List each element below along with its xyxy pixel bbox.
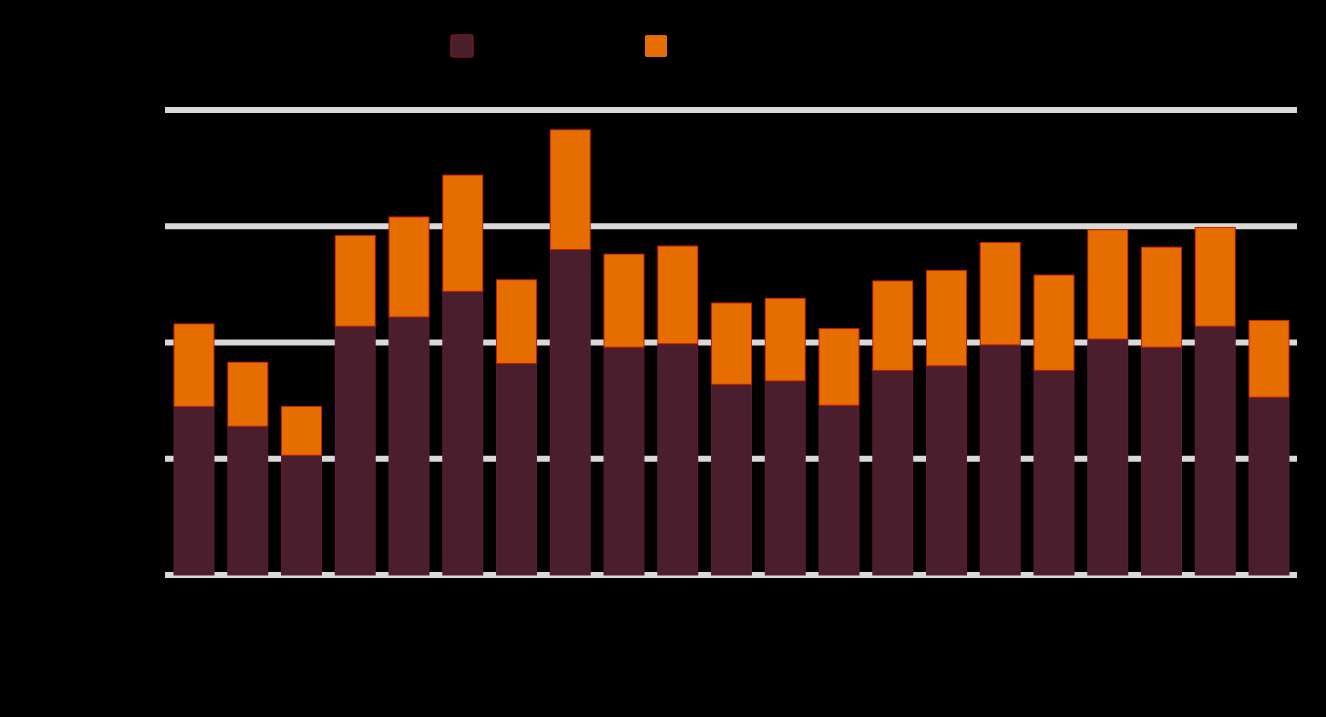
bar-series-1-category-9: [603, 346, 645, 576]
bar-series-1-category-16: [979, 344, 1021, 576]
bar-series-2-category-2: [227, 361, 269, 427]
bar-series-1-category-7: [496, 362, 537, 576]
bars: [173, 129, 1290, 576]
bar-series-1-category-21: [1248, 396, 1290, 576]
bar-series-2-category-8: [549, 129, 591, 250]
bar-series-2-category-19: [1141, 246, 1182, 348]
bar-series-1-category-17: [1033, 369, 1075, 576]
bar-series-2-category-21: [1248, 319, 1290, 398]
bar-series-2-category-3: [281, 405, 322, 456]
bar-series-2-category-7: [496, 279, 537, 364]
bar-series-2-category-4: [334, 235, 376, 327]
bar-series-1-category-6: [442, 290, 484, 576]
bar-series-2-category-14: [872, 280, 914, 371]
bar-series-1-category-11: [711, 383, 752, 576]
bar-series-2-category-17: [1033, 274, 1075, 371]
bar-series-2-category-6: [442, 174, 484, 292]
bar-series-2-category-1: [173, 323, 215, 407]
bar-series-2-category-13: [818, 328, 860, 406]
bar-series-1-category-15: [926, 365, 967, 576]
bar-series-1-category-18: [1087, 338, 1129, 576]
bar-series-2-category-12: [764, 297, 806, 382]
legend-swatch-series-1: [450, 34, 474, 58]
bar-series-1-category-13: [818, 404, 860, 576]
bar-series-1-category-10: [657, 343, 699, 576]
bar-series-1-category-1: [173, 405, 215, 576]
bar-series-1-category-3: [281, 454, 322, 576]
bar-series-2-category-16: [979, 242, 1021, 346]
bar-series-2-category-20: [1194, 226, 1236, 327]
bar-series-1-category-20: [1194, 325, 1236, 576]
bar-series-1-category-12: [764, 380, 806, 576]
bar-series-1-category-14: [872, 369, 914, 576]
bar-series-1-category-5: [388, 316, 430, 576]
bar-series-1-category-19: [1141, 346, 1182, 576]
bar-series-2-category-9: [603, 253, 645, 348]
bar-series-2-category-11: [711, 302, 752, 385]
legend: [450, 34, 667, 58]
legend-swatch-series-2: [645, 35, 667, 57]
bar-series-2-category-15: [926, 269, 967, 367]
bar-series-1-category-8: [549, 249, 591, 576]
bar-series-2-category-5: [388, 216, 430, 318]
bar-series-1-category-2: [227, 425, 269, 576]
bar-series-2-category-18: [1087, 229, 1129, 340]
bar-series-2-category-10: [657, 245, 699, 345]
bar-series-1-category-4: [334, 325, 376, 576]
